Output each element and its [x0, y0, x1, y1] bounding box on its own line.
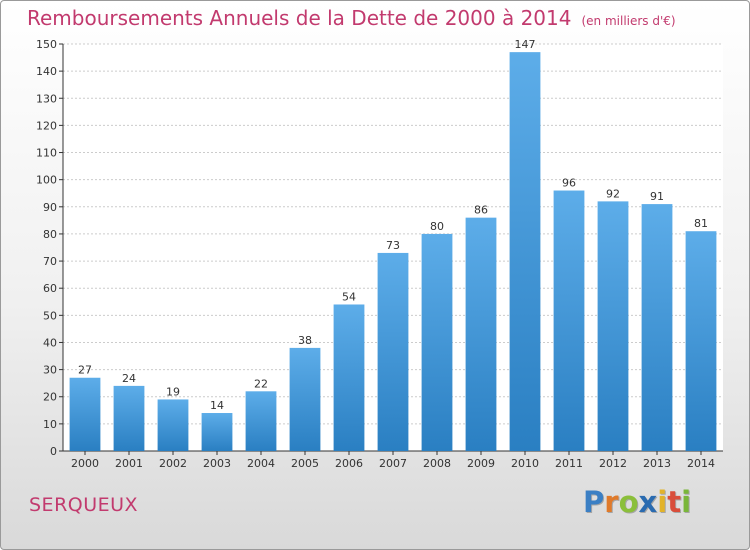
bar-2004 — [245, 391, 277, 451]
bar-2007 — [377, 252, 409, 451]
y-tick-label: 80 — [43, 228, 57, 241]
y-tick-label: 50 — [43, 309, 57, 322]
data-label-2007: 73 — [386, 239, 400, 252]
logo-letter: o — [618, 485, 639, 519]
data-label-2004: 22 — [254, 377, 268, 390]
bar-2005 — [289, 347, 321, 451]
data-label-2010: 147 — [515, 38, 536, 51]
data-label-2000: 27 — [78, 364, 92, 377]
x-tick-label-2010: 2010 — [511, 457, 539, 470]
y-tick-label: 150 — [36, 38, 57, 51]
x-tick-label-2006: 2006 — [335, 457, 363, 470]
y-tick-label: 30 — [43, 364, 57, 377]
y-tick-label: 100 — [36, 174, 57, 187]
bar-2006 — [333, 304, 365, 451]
y-tick-label: 60 — [43, 282, 57, 295]
chart-title: Remboursements Annuels de la Dette de 20… — [27, 6, 676, 30]
x-tick-label-2009: 2009 — [467, 457, 495, 470]
data-label-2013: 91 — [650, 190, 664, 203]
chart-title-text: Remboursements Annuels de la Dette de 20… — [27, 6, 572, 30]
x-tick-label-2005: 2005 — [291, 457, 319, 470]
data-label-2011: 96 — [562, 177, 576, 190]
bar-2001 — [113, 385, 145, 451]
data-label-2006: 54 — [342, 290, 356, 303]
y-tick-label: 10 — [43, 418, 57, 431]
logo-letter: t — [667, 485, 682, 519]
y-tick-label: 70 — [43, 255, 57, 268]
data-label-2001: 24 — [122, 372, 136, 385]
y-tick-label: 120 — [36, 119, 57, 132]
y-tick-label: 0 — [50, 445, 57, 458]
logo-letter: x — [638, 485, 658, 519]
logo-letter: i — [657, 485, 668, 519]
x-tick-label-2007: 2007 — [379, 457, 407, 470]
bar-chart: 0 10 20 30 40 50 60 70 80 90 100 110 120 130 140 150 27 2… — [36, 38, 723, 470]
bar-2010 — [509, 52, 541, 451]
bar-2000 — [69, 377, 101, 451]
x-tick-label-2012: 2012 — [599, 457, 627, 470]
y-tick-label: 140 — [36, 65, 57, 78]
y-tick-label: 90 — [43, 201, 57, 214]
logo-letter: r — [604, 485, 619, 519]
bar-2014 — [685, 231, 717, 451]
x-tick-label-2000: 2000 — [71, 457, 99, 470]
y-tick-label: 130 — [36, 92, 57, 105]
proxiti-logo: Proxiti — [583, 485, 691, 519]
y-tick-label: 110 — [36, 147, 57, 160]
data-label-2003: 14 — [210, 399, 224, 412]
bar-2013 — [641, 204, 673, 451]
x-tick-label-2002: 2002 — [159, 457, 187, 470]
bar-2008 — [421, 233, 453, 451]
x-tick-label-2014: 2014 — [687, 457, 715, 470]
data-label-2008: 80 — [430, 220, 444, 233]
x-tick-label-2003: 2003 — [203, 457, 231, 470]
x-tick-label-2011: 2011 — [555, 457, 583, 470]
bar-2002 — [157, 399, 189, 451]
x-tick-label-2008: 2008 — [423, 457, 451, 470]
data-label-2012: 92 — [606, 187, 620, 200]
x-tick-label-2001: 2001 — [115, 457, 143, 470]
bar-2009 — [465, 217, 497, 451]
logo-letter: i — [681, 485, 692, 519]
chart-unit: (en milliers d'€) — [581, 14, 676, 28]
data-label-2014: 81 — [694, 217, 708, 230]
y-tick-label: 20 — [43, 391, 57, 404]
bar-2011 — [553, 190, 585, 451]
data-label-2009: 86 — [474, 204, 488, 217]
y-tick-label: 40 — [43, 336, 57, 349]
data-label-2005: 38 — [298, 334, 312, 347]
bar-2012 — [597, 201, 629, 451]
data-label-2002: 19 — [166, 385, 180, 398]
x-tick-label-2013: 2013 — [643, 457, 671, 470]
x-tick-label-2004: 2004 — [247, 457, 275, 470]
bar-2003 — [201, 413, 233, 451]
place-name: SERQUEUX — [29, 494, 139, 516]
logo-letter: P — [583, 485, 605, 519]
